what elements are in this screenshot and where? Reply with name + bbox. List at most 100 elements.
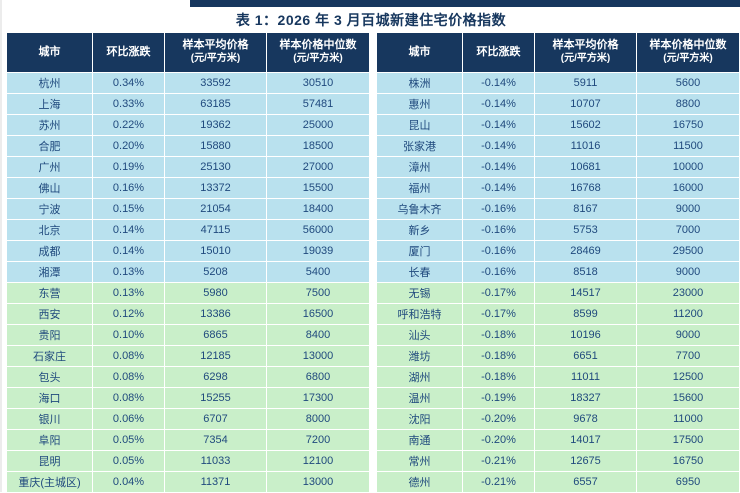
cell-change: -0.16% — [462, 198, 535, 220]
cell-avg: 63185 — [164, 93, 267, 115]
cell-median: 30510 — [266, 72, 370, 94]
table-row: 昆明 0.05% 11033 12100 — [6, 450, 370, 472]
cell-avg: 6557 — [534, 471, 637, 493]
cell-median: 6800 — [266, 366, 370, 388]
cell-median: 10000 — [636, 156, 740, 178]
cell-change: 0.13% — [92, 282, 165, 304]
cell-avg: 10707 — [534, 93, 637, 115]
col-header-city: 城市 — [6, 32, 93, 73]
cell-city: 阜阳 — [6, 429, 93, 451]
cell-median: 16750 — [636, 450, 740, 472]
cell-change: -0.20% — [462, 429, 535, 451]
price-table-left: 城市 环比涨跌 样本平均价格 (元/平方米) 样本价格中位数 (元/平方米) 杭州 0… — [6, 32, 370, 493]
table-row: 乌鲁木齐 -0.16% 8167 9000 — [376, 198, 740, 220]
cell-city: 厦门 — [376, 240, 463, 262]
cell-avg: 15880 — [164, 135, 267, 157]
cell-avg: 10196 — [534, 324, 637, 346]
cell-avg: 8518 — [534, 261, 637, 283]
cell-city: 湖州 — [376, 366, 463, 388]
cell-avg: 10681 — [534, 156, 637, 178]
cell-median: 13000 — [266, 345, 370, 367]
cell-city: 银川 — [6, 408, 93, 430]
cell-city: 佛山 — [6, 177, 93, 199]
cell-median: 11000 — [636, 408, 740, 430]
table-row: 温州 -0.19% 18327 15600 — [376, 387, 740, 409]
cell-median: 11200 — [636, 303, 740, 325]
cell-change: -0.14% — [462, 177, 535, 199]
cell-avg: 47115 — [164, 219, 267, 241]
cell-avg: 5980 — [164, 282, 267, 304]
cell-city: 贵阳 — [6, 324, 93, 346]
cell-avg: 15602 — [534, 114, 637, 136]
cell-avg: 13372 — [164, 177, 267, 199]
cell-city: 长春 — [376, 261, 463, 283]
cell-change: 0.22% — [92, 114, 165, 136]
cell-city: 呼和浩特 — [376, 303, 463, 325]
cell-median: 17500 — [636, 429, 740, 451]
cell-median: 13000 — [266, 471, 370, 493]
cell-avg: 5753 — [534, 219, 637, 241]
cell-change: 0.33% — [92, 93, 165, 115]
cell-median: 7500 — [266, 282, 370, 304]
table-row: 东营 0.13% 5980 7500 — [6, 282, 370, 304]
cell-city: 杭州 — [6, 72, 93, 94]
col-header-change-label: 环比涨跌 — [106, 45, 151, 58]
cell-city: 潍坊 — [376, 345, 463, 367]
cell-avg: 12185 — [164, 345, 267, 367]
cell-avg: 6707 — [164, 408, 267, 430]
cell-median: 19039 — [266, 240, 370, 262]
table-row: 昆山 -0.14% 15602 16750 — [376, 114, 740, 136]
cell-change: 0.14% — [92, 219, 165, 241]
cell-median: 9000 — [636, 261, 740, 283]
cell-city: 南通 — [376, 429, 463, 451]
cell-avg: 21054 — [164, 198, 267, 220]
cell-change: 0.05% — [92, 450, 165, 472]
cell-change: -0.18% — [462, 366, 535, 388]
cell-change: 0.20% — [92, 135, 165, 157]
cell-change: -0.21% — [462, 450, 535, 472]
table-row: 贵阳 0.10% 6865 8400 — [6, 324, 370, 346]
cell-avg: 11033 — [164, 450, 267, 472]
cell-avg: 6865 — [164, 324, 267, 346]
table-row: 长春 -0.16% 8518 9000 — [376, 261, 740, 283]
cell-city: 北京 — [6, 219, 93, 241]
cell-change: 0.19% — [92, 156, 165, 178]
cell-city: 株洲 — [376, 72, 463, 94]
cell-city: 重庆(主城区) — [6, 471, 93, 493]
cell-median: 25000 — [266, 114, 370, 136]
table-row: 张家港 -0.14% 11016 11500 — [376, 135, 740, 157]
cell-change: -0.18% — [462, 345, 535, 367]
cell-median: 5600 — [636, 72, 740, 94]
cell-avg: 14017 — [534, 429, 637, 451]
table-row: 上海 0.33% 63185 57481 — [6, 93, 370, 115]
cell-city: 宁波 — [6, 198, 93, 220]
cell-change: 0.14% — [92, 240, 165, 262]
col-header-median-price-unit: (元/平方米) — [293, 53, 343, 65]
cell-change: -0.16% — [462, 219, 535, 241]
cell-city: 昆山 — [376, 114, 463, 136]
col-header-avg-price-unit: (元/平方米) — [560, 53, 611, 65]
cell-median: 18400 — [266, 198, 370, 220]
cell-avg: 9678 — [534, 408, 637, 430]
col-header-city-label: 城市 — [38, 45, 61, 58]
table-row: 南通 -0.20% 14017 17500 — [376, 429, 740, 451]
table-row: 沈阳 -0.20% 9678 11000 — [376, 408, 740, 430]
col-header-change-label: 环比涨跌 — [476, 45, 521, 58]
cell-city: 包头 — [6, 366, 93, 388]
cell-city: 东营 — [6, 282, 93, 304]
cell-change: -0.18% — [462, 324, 535, 346]
cell-city: 成都 — [6, 240, 93, 262]
cell-city: 乌鲁木齐 — [376, 198, 463, 220]
cell-change: -0.20% — [462, 408, 535, 430]
cell-avg: 28469 — [534, 240, 637, 262]
cell-city: 湘潭 — [6, 261, 93, 283]
cell-median: 23000 — [636, 282, 740, 304]
cell-city: 上海 — [6, 93, 93, 115]
col-header-median-price: 样本价格中位数 (元/平方米) — [266, 32, 370, 73]
col-header-avg-price-unit: (元/平方米) — [190, 53, 241, 65]
cell-median: 15500 — [266, 177, 370, 199]
cell-city: 海口 — [6, 387, 93, 409]
cell-city: 沈阳 — [376, 408, 463, 430]
table-row: 阜阳 0.05% 7354 7200 — [6, 429, 370, 451]
